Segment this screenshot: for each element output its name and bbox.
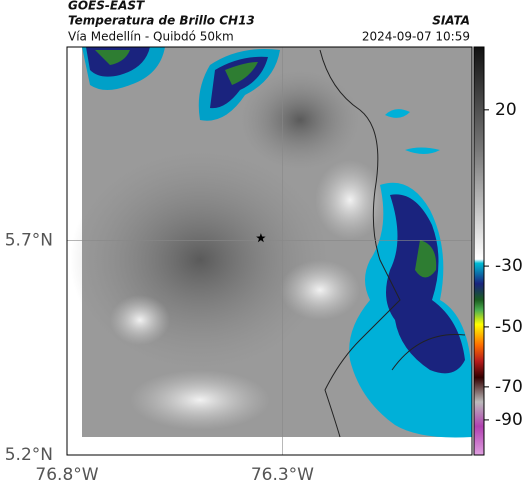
subtitle: Vía Medellín - Quibdó 50km [68,30,234,44]
x-tick-label: 76.8°W [35,465,98,485]
x-tick-label: 76.3°W [251,465,314,485]
colorbar-tick-label: 20 [495,100,517,120]
y-tick-label: 5.7°N [5,230,53,250]
colorbar [473,46,485,456]
colorbar-tick-label: -70 [495,377,523,397]
location-marker [256,233,266,243]
satellite: GOES-EAST [68,0,145,13]
map-frame [66,46,473,456]
source: SIATA [432,14,470,28]
colorbar-tick-label: -90 [495,410,523,430]
datetime: 2024-09-07 10:59 [362,30,470,44]
satellite-image [67,47,472,455]
colorbar-tick-label: -30 [495,256,523,276]
y-tick-label: 5.2°N [5,445,53,465]
colorbar-tick-label: -50 [495,317,523,337]
title: Temperatura de Brillo CH13 [68,14,255,28]
